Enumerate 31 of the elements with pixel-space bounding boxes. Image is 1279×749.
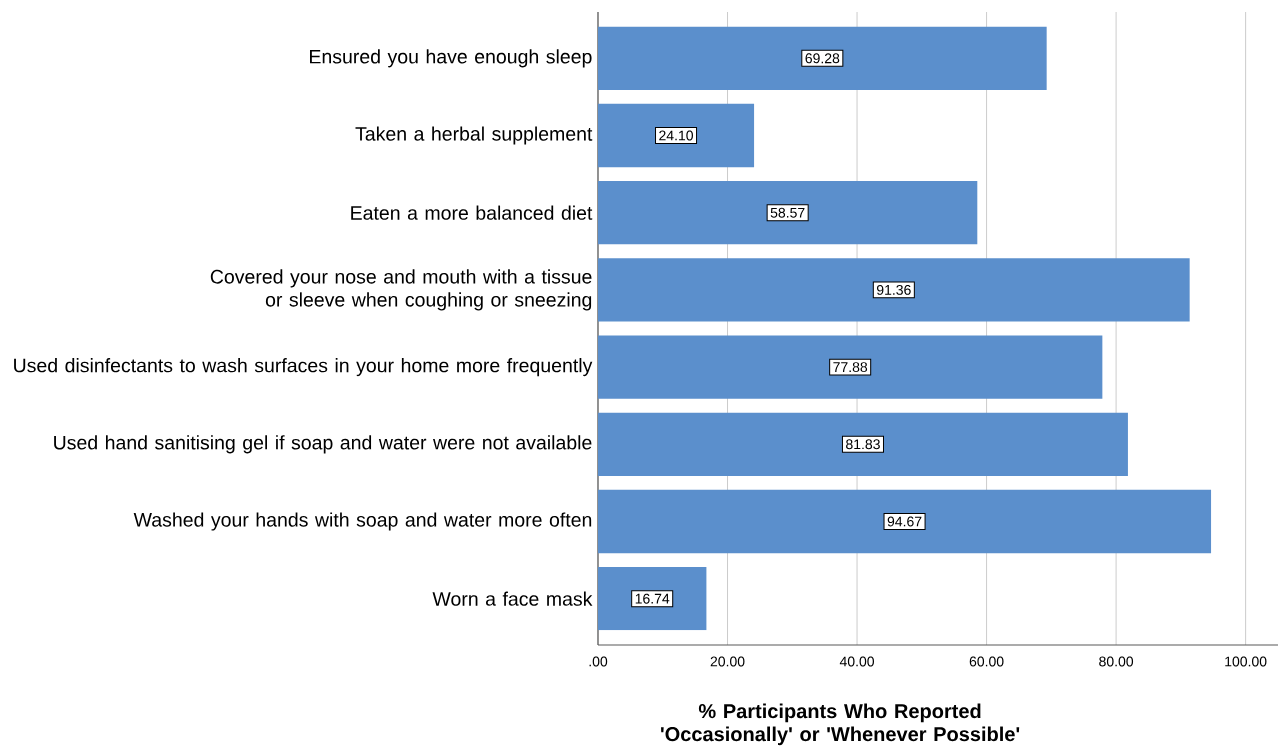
bar [597, 26, 1047, 91]
y-tick-label: Used disinfectants to wash surfaces in your home more frequently [14, 358, 593, 377]
y-tick-label: Worn a face mask [432, 591, 593, 607]
y-tick-label: Covered your nose and mouth with a tissue or sleeve when coughing or sneezing [210, 269, 592, 311]
bar [597, 412, 1128, 477]
bar [597, 104, 755, 168]
bar [597, 335, 1103, 399]
x-tick-label: .00 [589, 656, 608, 667]
data-label: 81.83 [846, 439, 880, 450]
bar [597, 490, 1212, 554]
y-tick-label: Used hand sanitising gel if soap and water were not available [54, 435, 592, 454]
data-label: 94.67 [887, 516, 922, 527]
bar [597, 258, 1190, 322]
x-tick-label: 20.00 [710, 656, 745, 667]
data-label: 77.88 [833, 362, 868, 373]
x-tick-label: 80.00 [1099, 656, 1134, 667]
data-label: 24.10 [659, 130, 693, 141]
data-label: 91.36 [876, 285, 911, 296]
data-label: 69.28 [805, 53, 840, 64]
y-tick-label: Taken a herbal supplement [355, 126, 593, 145]
data-label: 16.74 [635, 593, 670, 604]
y-tick-label: Ensured you have enough sleep [310, 49, 592, 68]
x-tick-label: 60.00 [969, 656, 1004, 667]
y-tick-label: Washed your hands with soap and water more often [133, 512, 592, 531]
y-tick-label: Eaten a more balanced diet [351, 205, 593, 221]
data-label: 58.57 [770, 208, 805, 218]
x-axis-title: % Participants Who Reported 'Occasionally' or 'Whenever Possible' [661, 703, 1020, 746]
bar [597, 181, 978, 245]
x-tick-label: 40.00 [839, 656, 875, 667]
x-tick-label: 100.00 [1225, 656, 1267, 667]
bar [597, 567, 707, 631]
